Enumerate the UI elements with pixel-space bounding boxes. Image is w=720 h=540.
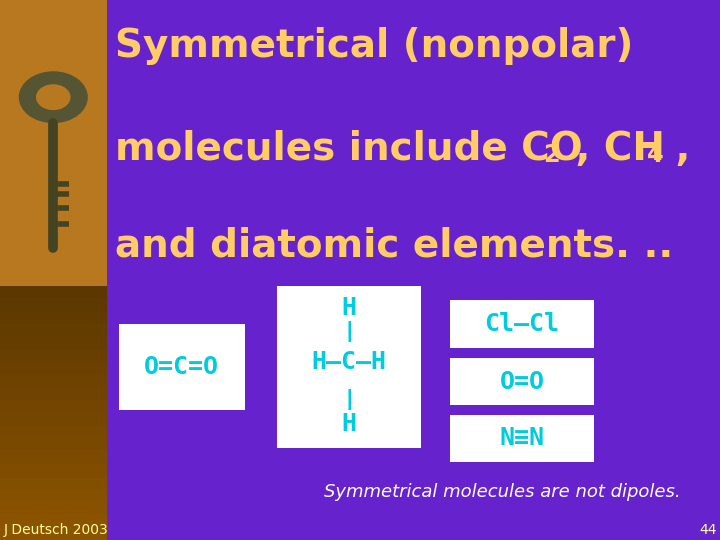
Text: 44: 44 [699,523,716,537]
FancyBboxPatch shape [0,0,107,540]
Circle shape [19,71,88,123]
FancyBboxPatch shape [0,451,107,464]
Text: O=C=O: O=C=O [144,355,220,379]
FancyBboxPatch shape [0,375,107,388]
Text: Symmetrical molecules are not dipoles.: Symmetrical molecules are not dipoles. [324,483,680,501]
FancyBboxPatch shape [119,324,245,410]
FancyBboxPatch shape [0,477,107,489]
Text: Cl–Cl: Cl–Cl [485,312,559,336]
FancyBboxPatch shape [0,388,107,401]
Text: 2: 2 [544,143,560,167]
Circle shape [36,84,71,110]
Text: 4: 4 [647,143,663,167]
FancyBboxPatch shape [0,515,107,527]
FancyBboxPatch shape [0,426,107,438]
FancyBboxPatch shape [277,286,421,448]
Text: , CH: , CH [562,130,665,167]
FancyBboxPatch shape [0,464,107,477]
Text: H–C–H: H–C–H [312,350,387,374]
FancyBboxPatch shape [0,527,107,540]
FancyBboxPatch shape [450,300,594,348]
Text: Symmetrical (nonpolar): Symmetrical (nonpolar) [115,27,634,65]
FancyBboxPatch shape [0,489,107,502]
FancyBboxPatch shape [0,401,107,413]
FancyBboxPatch shape [0,337,107,350]
Text: J Deutsch 2003: J Deutsch 2003 [4,523,108,537]
Text: H: H [342,296,356,320]
Text: H: H [342,413,356,436]
Text: |: | [343,389,356,410]
FancyBboxPatch shape [0,286,107,299]
FancyBboxPatch shape [0,312,107,324]
FancyBboxPatch shape [450,415,594,462]
FancyBboxPatch shape [0,438,107,451]
FancyBboxPatch shape [0,413,107,426]
FancyBboxPatch shape [0,0,107,286]
FancyBboxPatch shape [450,358,594,405]
Text: molecules include CO: molecules include CO [115,130,583,167]
Text: |: | [343,321,356,342]
FancyBboxPatch shape [0,350,107,362]
Text: N≡N: N≡N [500,426,544,450]
FancyBboxPatch shape [0,299,107,312]
FancyBboxPatch shape [0,362,107,375]
FancyBboxPatch shape [0,502,107,515]
Text: O=O: O=O [500,369,544,394]
Text: ,: , [662,130,690,167]
Text: and diatomic elements. ..: and diatomic elements. .. [115,227,673,265]
FancyBboxPatch shape [0,324,107,337]
